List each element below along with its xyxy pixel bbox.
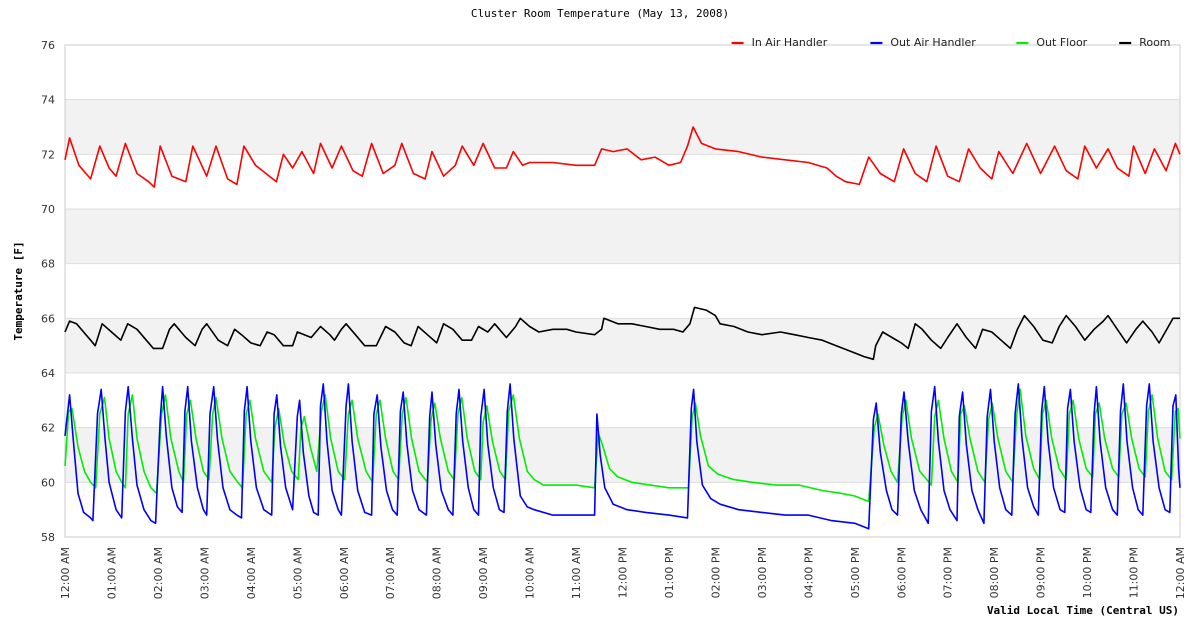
y-tick-label: 70 (41, 203, 55, 216)
x-tick-label: 03:00 PM (756, 547, 769, 598)
y-axis-ticks: 58 60 62 64 66 68 70 72 74 76 (41, 39, 55, 544)
x-tick-label: 10:00 AM (524, 547, 537, 599)
y-tick-label: 62 (41, 422, 55, 435)
x-tick-label: 04:00 PM (802, 547, 815, 598)
legend-label: Out Floor (1036, 36, 1087, 49)
x-tick-label: 04:00 AM (245, 547, 258, 599)
x-tick-label: 10:00 PM (1081, 547, 1094, 598)
x-tick-label: 01:00 AM (105, 547, 118, 599)
y-tick-label: 72 (41, 148, 55, 161)
x-tick-label: 05:00 AM (291, 547, 304, 599)
x-tick-label: 11:00 AM (570, 547, 583, 599)
chart-title: Cluster Room Temperature (May 13, 2008) (471, 7, 729, 20)
x-tick-label: 12:00 AM (59, 547, 72, 599)
series-layer (64, 126, 1181, 530)
series-line-in-air-handler (64, 126, 1181, 188)
x-axis-label: Valid Local Time (Central US) (987, 604, 1179, 617)
x-tick-label: 08:00 AM (431, 547, 444, 599)
x-tick-label: 11:00 PM (1128, 547, 1141, 598)
legend-label: Room (1139, 36, 1170, 49)
plot-background-bands (65, 99, 1180, 483)
x-tick-label: 12:00 PM (617, 547, 630, 598)
y-tick-label: 66 (41, 312, 55, 325)
plot-band (65, 209, 1180, 264)
x-tick-label: 01:00 PM (663, 547, 676, 598)
x-tick-label: 07:00 PM (942, 547, 955, 598)
y-tick-label: 68 (41, 258, 55, 271)
plot-band (65, 318, 1180, 373)
y-tick-label: 76 (41, 39, 55, 52)
legend: In Air Handler Out Air Handler Out Floor Ro… (731, 36, 1171, 49)
x-tick-label: 08:00 PM (988, 547, 1001, 598)
x-axis-ticks: 12:00 AM 01:00 AM 02:00 AM 03:00 AM 04:00 AM… (59, 547, 1187, 599)
x-tick-label: 06:00 AM (338, 547, 351, 599)
x-tick-label: 05:00 PM (849, 547, 862, 598)
x-tick-label: 09:00 AM (477, 547, 490, 599)
x-tick-label: 03:00 AM (198, 547, 211, 599)
x-tick-label: 09:00 PM (1035, 547, 1048, 598)
series-line-out-air-handler (64, 383, 1181, 530)
x-tick-label: 07:00 AM (384, 547, 397, 599)
series-line-out-floor (64, 388, 1181, 503)
legend-label: Out Air Handler (890, 36, 976, 49)
legend-label: In Air Handler (752, 36, 828, 49)
x-tick-label: 02:00 PM (709, 547, 722, 598)
x-tick-label: 12:00 AM (1174, 547, 1187, 599)
x-tick-label: 06:00 PM (895, 547, 908, 598)
x-tick-label: 02:00 AM (152, 547, 165, 599)
y-axis-label: Temperature [F] (12, 241, 25, 340)
y-tick-label: 58 (41, 531, 55, 544)
y-tick-label: 74 (41, 94, 55, 107)
series-line-room (64, 306, 1180, 361)
plot-area-border (64, 44, 1181, 538)
plot-band (65, 99, 1180, 155)
y-tick-label: 60 (41, 476, 55, 489)
y-tick-label: 64 (41, 367, 55, 380)
